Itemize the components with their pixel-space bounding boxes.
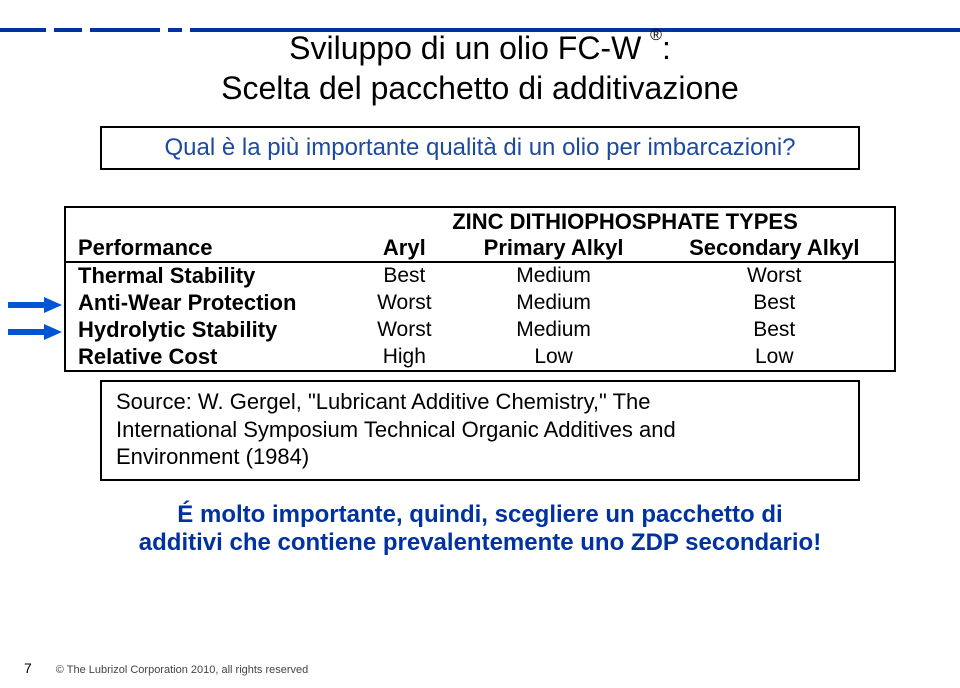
table-row: Relative Cost High Low Low [66,343,894,370]
copyright-text: © The Lubrizol Corporation 2010, all rig… [56,664,308,676]
row0-c2: Worst [655,262,895,289]
row2-c2: Best [655,316,895,343]
row2-label: Hydrolytic Stability [66,316,356,343]
table-row: Anti-Wear Protection Worst Medium Best [66,289,894,316]
source-line2: International Symposium Technical Organi… [116,416,844,444]
source-line3: Environment (1984) [116,443,844,471]
slide-number: 7 [24,660,32,676]
super-header-text: ZINC DITHIOPHOSPHATE TYPES [356,208,894,235]
row3-c1: Low [453,343,655,370]
table-row: Hydrolytic Stability Worst Medium Best [66,316,894,343]
row2-c0: Worst [356,316,453,343]
row0-c0: Best [356,262,453,289]
row3-label: Relative Cost [66,343,356,370]
conclusion-text: É molto importante, quindi, scegliere un… [100,501,860,559]
slide-footer: 7 © The Lubrizol Corporation 2010, all r… [24,660,308,676]
row0-label: Thermal Stability [66,262,356,289]
zdp-table: ZINC DITHIOPHOSPHATE TYPES Performance A… [64,206,896,372]
table-row: Thermal Stability Best Medium Worst [66,262,894,289]
top-accent-stripe [0,28,960,32]
row3-c2: Low [655,343,895,370]
row1-c1: Medium [453,289,655,316]
col-2: Primary Alkyl [453,235,655,262]
question-text: Qual è la più importante qualità di un o… [164,134,795,161]
row1-label: Anti-Wear Protection [66,289,356,316]
row2-c1: Medium [453,316,655,343]
table-column-headers: Performance Aryl Primary Alkyl Secondary… [66,235,894,262]
row3-c0: High [356,343,453,370]
conclusion-line1: É molto importante, quindi, scegliere un… [100,501,860,530]
arrow-right-icon [8,324,62,340]
registered-mark: ® [650,27,662,44]
title-line1-post: : [662,30,671,66]
row1-c0: Worst [356,289,453,316]
arrow-right-icon [8,297,62,313]
col-0: Performance [66,235,356,262]
slide-title: Sviluppo di un olio FC-W ®: Scelta del p… [0,28,960,108]
row1-c2: Best [655,289,895,316]
source-citation: Source: W. Gergel, "Lubricant Additive C… [100,380,860,481]
conclusion-line2: additivi che contiene prevalentemente un… [100,529,860,558]
title-line2: Scelta del pacchetto di additivazione [0,68,960,108]
row0-c1: Medium [453,262,655,289]
title-line1-pre: Sviluppo di un olio FC-W [289,30,641,66]
table-super-header: ZINC DITHIOPHOSPHATE TYPES [66,208,894,235]
col-1: Aryl [356,235,453,262]
col-3: Secondary Alkyl [655,235,895,262]
question-box: Qual è la più importante qualità di un o… [100,126,860,170]
source-line1: Source: W. Gergel, "Lubricant Additive C… [116,388,844,416]
